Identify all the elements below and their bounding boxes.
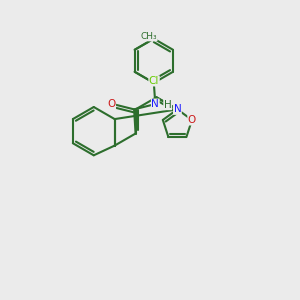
Text: O: O xyxy=(107,99,116,109)
Text: Cl: Cl xyxy=(149,76,159,86)
Text: N: N xyxy=(152,99,159,109)
Text: O: O xyxy=(188,115,196,125)
Text: H: H xyxy=(164,100,172,110)
Text: CH₃: CH₃ xyxy=(140,32,157,41)
Text: N: N xyxy=(173,104,181,114)
